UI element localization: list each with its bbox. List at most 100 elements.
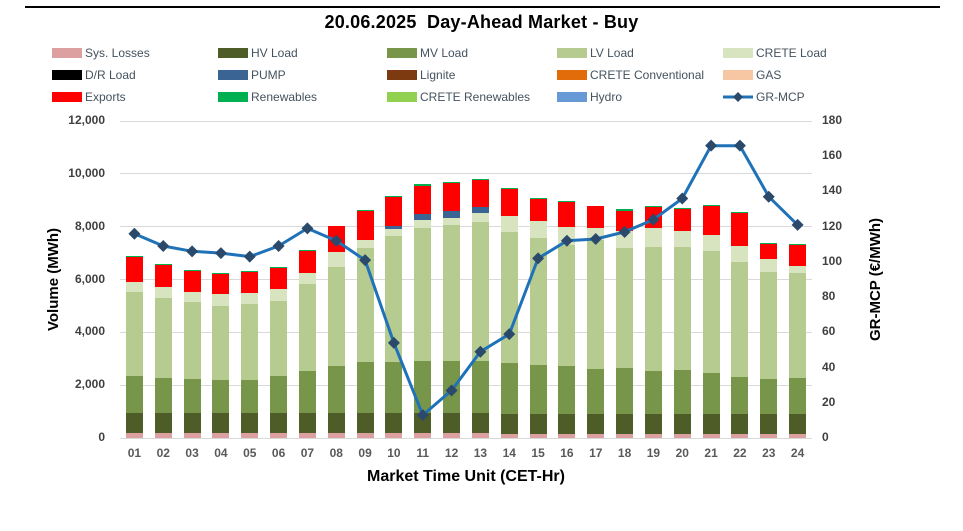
legend-swatch-icon bbox=[723, 48, 753, 58]
bar-segment-lv-load bbox=[702, 250, 720, 374]
left-axis-tick-label: 12,000 bbox=[68, 113, 105, 127]
gr-mcp-point-hour-07 bbox=[301, 222, 314, 235]
bar-segment-exports bbox=[183, 270, 201, 292]
bar-segment-crete-load bbox=[443, 217, 461, 226]
x-axis-tick-label: 10 bbox=[387, 446, 401, 460]
gr-mcp-point-hour-17 bbox=[589, 232, 602, 245]
stacked-bar-hour-17 bbox=[587, 121, 605, 438]
bar-segment-exports bbox=[298, 251, 316, 274]
legend-item-lignite: Lignite bbox=[387, 68, 455, 82]
bar-segment-lv-load bbox=[731, 261, 749, 378]
bar-segment-hv-load bbox=[298, 413, 316, 434]
bar-segment-mv-load bbox=[558, 365, 576, 414]
gr-mcp-point-hour-09 bbox=[359, 254, 372, 267]
bar-segment-mv-load bbox=[356, 361, 374, 414]
gr-mcp-point-hour-01 bbox=[128, 227, 141, 240]
bar-segment-renewables bbox=[298, 250, 316, 252]
legend-item-hv-load: HV Load bbox=[218, 46, 298, 60]
bar-segment-mv-load bbox=[183, 379, 201, 414]
bar-segment-lv-load bbox=[298, 284, 316, 371]
legend-item-gr-mcp: GR-MCP bbox=[723, 90, 805, 104]
bar-segment-lv-load bbox=[443, 225, 461, 362]
bar-segment-exports bbox=[414, 185, 432, 215]
bar-segment-mv-load bbox=[241, 379, 259, 414]
gridline bbox=[120, 120, 812, 122]
x-axis-tick-label: 13 bbox=[473, 446, 488, 460]
bar-segment-crete-load bbox=[356, 239, 374, 248]
right-axis-tick-label: 140 bbox=[822, 183, 843, 198]
bar-segment-renewables bbox=[471, 178, 489, 180]
bar-segment-renewables bbox=[616, 208, 634, 211]
bar-segment-crete-load bbox=[183, 291, 201, 302]
bar-segment-renewables bbox=[529, 198, 547, 200]
right-axis-title: GR-MCP (€/MWh) bbox=[866, 217, 884, 342]
x-axis-tick-label: 15 bbox=[531, 446, 545, 460]
gridline bbox=[120, 331, 812, 333]
left-axis-tick-label: 8,000 bbox=[74, 218, 105, 233]
stacked-bar-hour-01 bbox=[125, 121, 143, 438]
bar-segment-hv-load bbox=[644, 413, 662, 435]
chart-title: 20.06.2025 Day-Ahead Market - Buy bbox=[324, 12, 639, 32]
right-axis-tick-label: 20 bbox=[822, 394, 836, 409]
bar-segment-sys-losses bbox=[587, 434, 605, 438]
gridline bbox=[120, 384, 812, 386]
legend-item-crete-load: CRETE Load bbox=[723, 46, 827, 60]
legend-item-label: LV Load bbox=[590, 46, 634, 60]
stacked-bar-hour-02 bbox=[154, 121, 172, 438]
bar-segment-exports bbox=[673, 208, 691, 231]
gr-mcp-point-hour-20 bbox=[676, 192, 689, 205]
legend-swatch-icon bbox=[557, 92, 587, 102]
bar-segment-hv-load bbox=[616, 413, 634, 435]
bar-segment-hv-load bbox=[270, 413, 288, 434]
bar-segment-hv-load bbox=[241, 413, 259, 434]
bar-segment-exports bbox=[356, 210, 374, 240]
right-axis-tick-label: 60 bbox=[822, 324, 836, 339]
legend-swatch-icon bbox=[557, 48, 587, 58]
bar-segment-sys-losses bbox=[356, 433, 374, 438]
bar-segment-crete-load bbox=[760, 259, 778, 273]
gr-mcp-point-hour-13 bbox=[474, 345, 487, 358]
bar-segment-hv-load bbox=[529, 413, 547, 435]
gr-mcp-point-hour-19 bbox=[647, 213, 660, 226]
gr-mcp-point-hour-16 bbox=[560, 234, 573, 247]
stacked-bar-hour-13 bbox=[471, 121, 489, 438]
gr-mcp-point-hour-18 bbox=[618, 225, 631, 238]
bar-segment-mv-load bbox=[414, 361, 432, 414]
stacked-bar-hour-08 bbox=[327, 121, 345, 438]
bar-segment-crete-load bbox=[500, 216, 518, 232]
bar-segment-crete-load bbox=[327, 252, 345, 267]
bar-segment-sys-losses bbox=[702, 434, 720, 438]
bar-segment-sys-losses bbox=[471, 433, 489, 438]
legend-swatch-icon bbox=[218, 48, 248, 58]
gr-mcp-point-hour-15 bbox=[532, 252, 545, 265]
x-axis-tick-label: 24 bbox=[790, 446, 805, 460]
bar-segment-renewables bbox=[125, 255, 143, 257]
gr-mcp-point-hour-22 bbox=[733, 139, 746, 152]
bar-segment-sys-losses bbox=[414, 433, 432, 438]
x-axis-tick-label: 01 bbox=[127, 446, 142, 460]
bar-segment-exports bbox=[789, 245, 807, 267]
x-axis-tick-label: 16 bbox=[560, 446, 574, 460]
legend-item-lv-load: LV Load bbox=[557, 46, 634, 60]
bar-segment-mv-load bbox=[529, 365, 547, 414]
legend-item-hydro: Hydro bbox=[557, 90, 622, 104]
x-axis-tick-label: 19 bbox=[646, 446, 661, 460]
gr-mcp-line-layer bbox=[128, 139, 804, 422]
bar-segment-sys-losses bbox=[644, 434, 662, 438]
bar-segment-exports bbox=[616, 210, 634, 231]
bar-segment-mv-load bbox=[673, 370, 691, 414]
bar-segment-mv-load bbox=[702, 373, 720, 414]
x-axis-tick-label: 21 bbox=[704, 446, 718, 460]
bar-segment-hv-load bbox=[500, 413, 518, 435]
gr-mcp-point-hour-05 bbox=[243, 250, 256, 263]
stacked-bar-hour-14 bbox=[500, 121, 518, 438]
bar-segment-hv-load bbox=[587, 413, 605, 435]
legend-item-label: Sys. Losses bbox=[85, 46, 150, 60]
bar-segment-renewables bbox=[760, 242, 778, 244]
x-axis-tick-label: 18 bbox=[617, 446, 632, 460]
x-axis-tick-label: 06 bbox=[271, 446, 286, 460]
bar-segment-sys-losses bbox=[673, 434, 691, 438]
legend-swatch-icon bbox=[218, 92, 248, 102]
bar-segment-crete-load bbox=[529, 221, 547, 238]
legend-swatch-icon bbox=[52, 92, 82, 102]
